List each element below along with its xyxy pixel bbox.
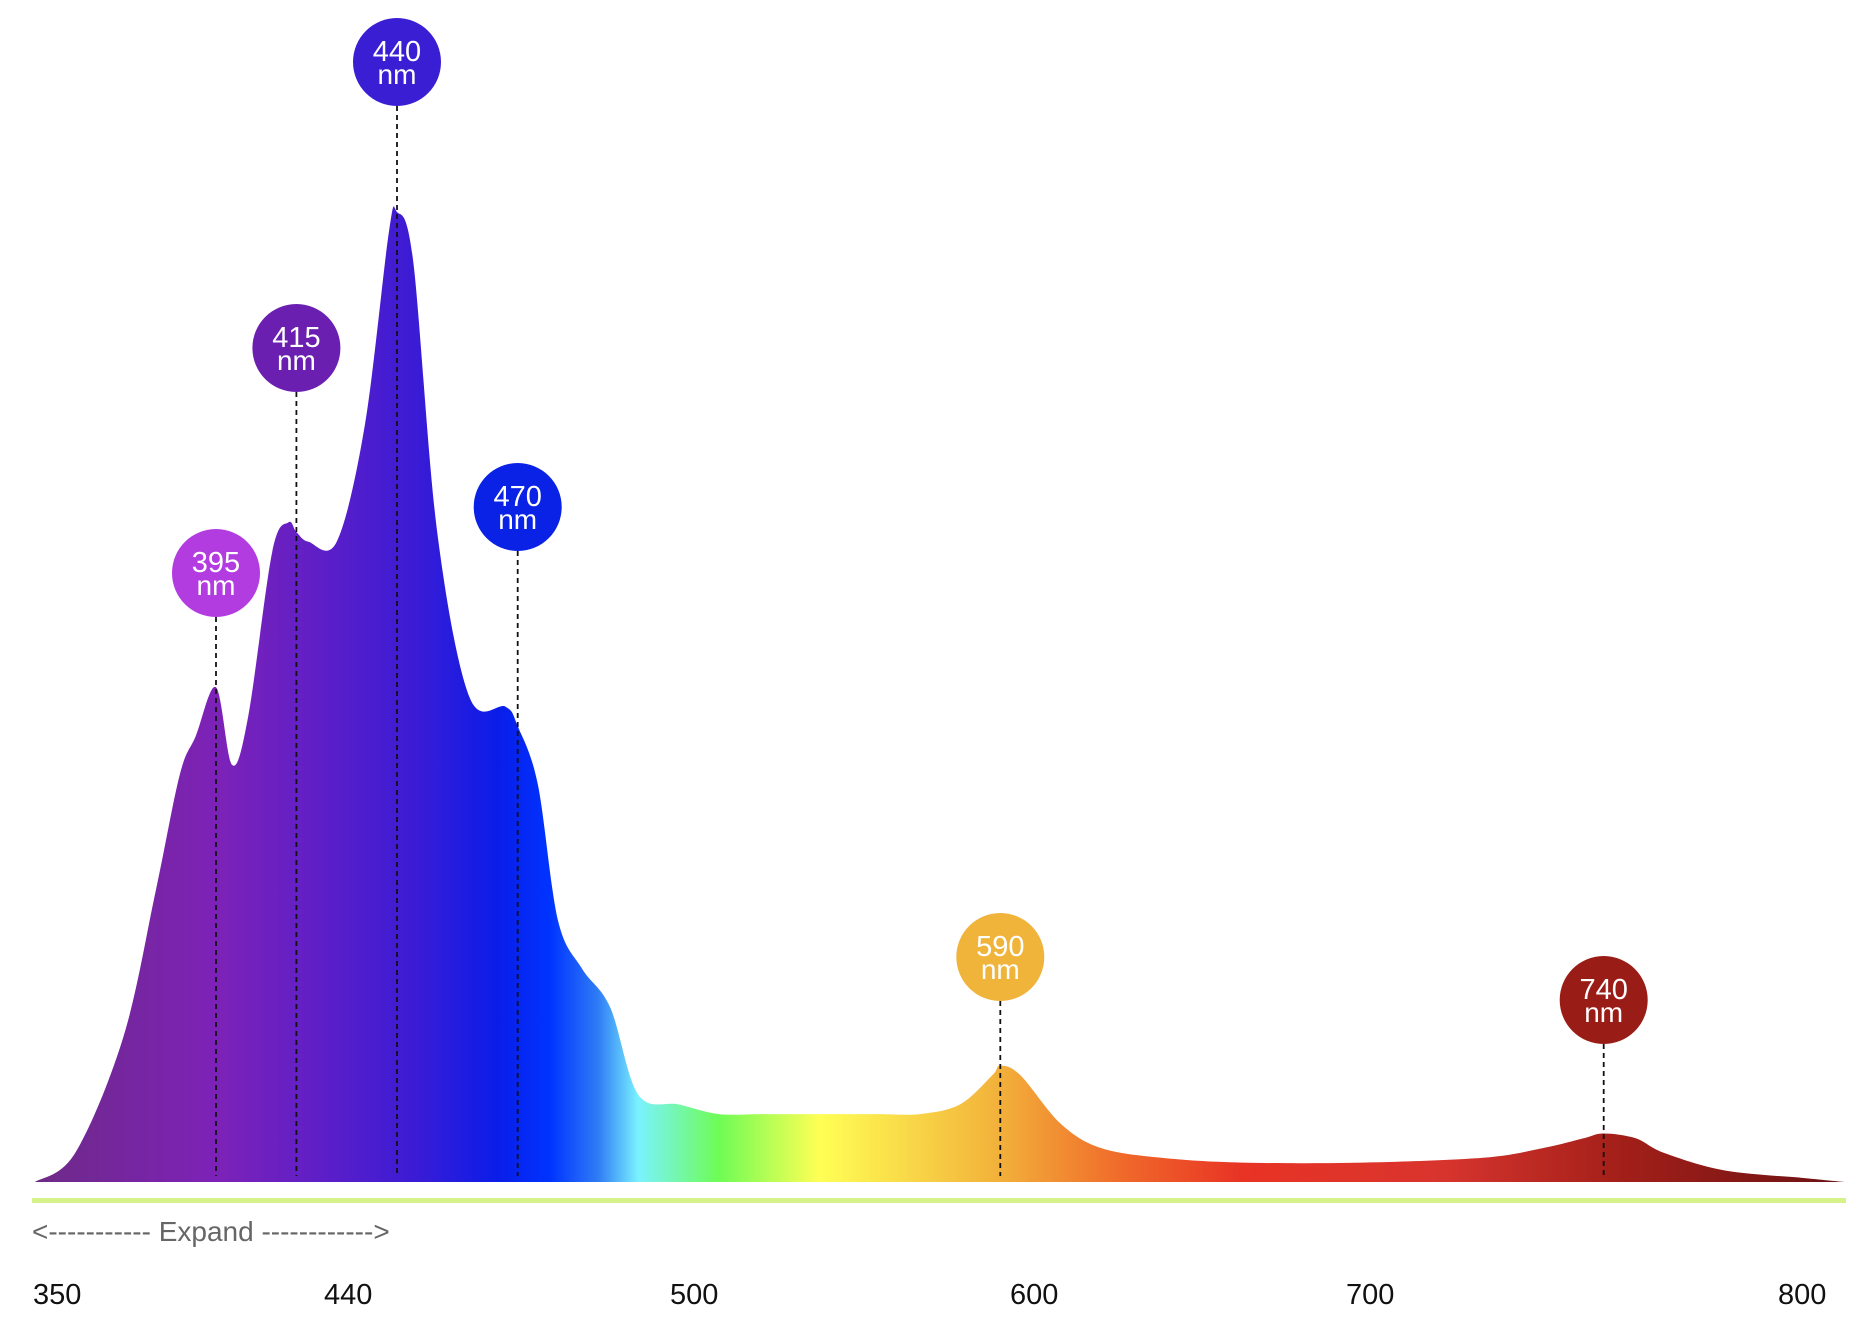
peak-value-label: 415 <box>272 322 320 354</box>
peak-unit-label: nm <box>498 504 537 535</box>
peak-badge <box>353 18 441 106</box>
baseline-bar <box>32 1198 1846 1203</box>
peak-unit-label: nm <box>378 59 417 90</box>
x-tick-label: 440 <box>324 1279 372 1311</box>
peak-unit-label: nm <box>277 345 316 376</box>
peak-badge <box>473 463 562 551</box>
peak-value-label: 470 <box>494 481 542 513</box>
expand-label[interactable]: <----------- Expand ------------> <box>32 1216 390 1247</box>
peak-badge <box>1559 956 1648 1044</box>
peak-unit-label: nm <box>197 570 236 601</box>
x-tick-label: 350 <box>33 1279 81 1311</box>
peak-value-label: 440 <box>373 36 421 68</box>
peak-badge <box>172 529 260 617</box>
peak-unit-label: nm <box>981 954 1020 985</box>
peak-unit-label: nm <box>1584 997 1623 1028</box>
peak-badge <box>252 304 341 392</box>
peak-badge <box>956 913 1045 1001</box>
x-tick-label: 600 <box>1010 1279 1058 1311</box>
peak-value-label: 590 <box>976 931 1024 963</box>
peak-value-label: 740 <box>1580 974 1628 1006</box>
spectrum-area <box>35 206 1845 1183</box>
x-tick-label: 800 <box>1778 1279 1826 1311</box>
x-tick-label: 500 <box>670 1279 718 1311</box>
x-tick-label: 700 <box>1346 1279 1394 1311</box>
peak-value-label: 395 <box>192 547 240 579</box>
x-axis-ticks: 350 440 500 600 700 800 <box>33 1279 1826 1311</box>
